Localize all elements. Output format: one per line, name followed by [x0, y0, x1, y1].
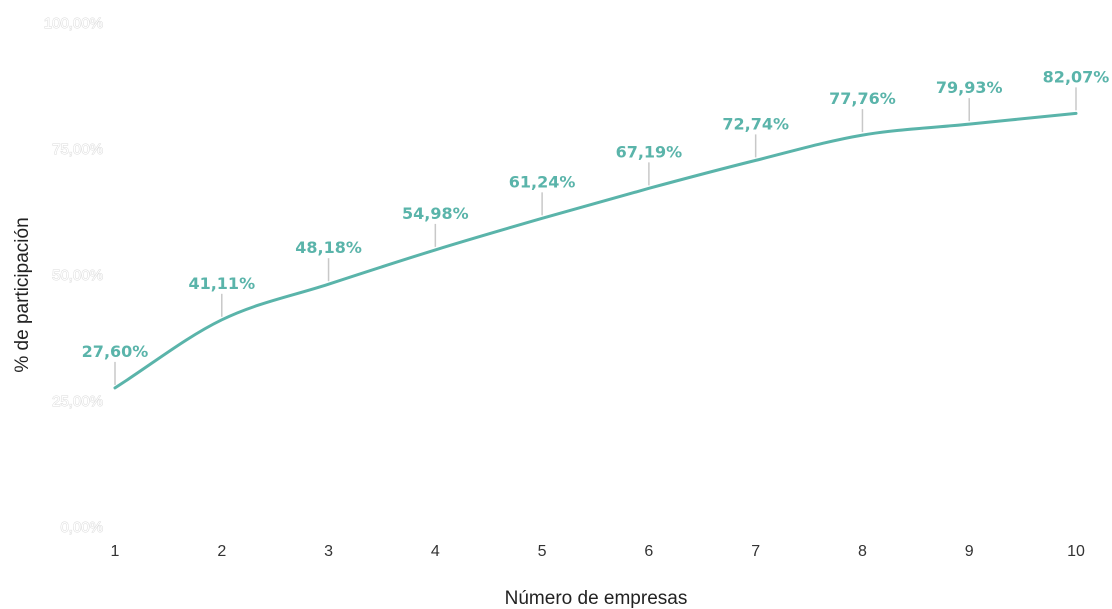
x-tick-label: 3	[324, 543, 333, 560]
y-tick-label: 75,00%	[52, 141, 103, 158]
data-label: 61,24%	[509, 172, 576, 191]
y-tick-label: 0,00%	[60, 519, 103, 536]
series-line	[113, 111, 1078, 390]
x-tick-label: 7	[751, 543, 760, 560]
data-label: 54,98%	[402, 204, 469, 223]
x-tick-label: 1	[111, 543, 120, 560]
y-tick-label: 50,00%	[52, 267, 103, 284]
data-label: 79,93%	[936, 78, 1003, 97]
data-label: 27,60%	[82, 342, 149, 361]
x-axis-ticks: 1 2 3 4 5 6 7 8 9 10	[111, 543, 1085, 560]
data-label: 82,07%	[1043, 67, 1110, 86]
x-tick-label: 9	[965, 543, 974, 560]
y-tick-label: 25,00%	[52, 393, 103, 410]
x-axis-label: Número de empresas	[505, 588, 688, 609]
x-tick-label: 2	[217, 543, 226, 560]
y-tick-label: 100,00%	[44, 15, 103, 32]
data-label: 67,19%	[616, 142, 683, 161]
y-axis-ticks: 0,00% 25,00% 50,00% 75,00% 100,00%	[43, 15, 103, 537]
data-labels-group: 27,60% 41,11% 48,18% 54,98% 61,24% 67,19% 72,7…	[80, 65, 1111, 385]
x-tick-label: 10	[1067, 543, 1085, 560]
data-label: 41,11%	[188, 274, 255, 293]
data-label: 72,74%	[722, 114, 789, 133]
data-label: 77,76%	[829, 89, 896, 108]
x-tick-label: 8	[858, 543, 867, 560]
series-group	[113, 111, 1078, 390]
y-axis-label: % de participación	[12, 217, 33, 372]
x-tick-label: 6	[644, 543, 653, 560]
x-tick-label: 4	[431, 543, 440, 560]
data-label: 48,18%	[295, 238, 362, 257]
x-tick-label: 5	[538, 543, 547, 560]
